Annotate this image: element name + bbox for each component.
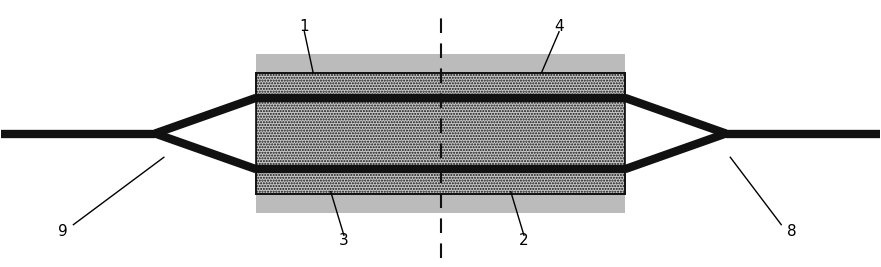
Text: 3: 3	[339, 233, 349, 248]
Text: 9: 9	[58, 224, 68, 239]
Polygon shape	[625, 98, 726, 169]
Polygon shape	[155, 98, 256, 169]
Bar	[256, 73, 625, 194]
Bar	[256, 172, 625, 213]
Bar	[256, 54, 625, 95]
Text: 4: 4	[554, 19, 564, 34]
Bar	[256, 100, 625, 167]
Text: 2: 2	[519, 233, 529, 248]
Text: 8: 8	[787, 224, 796, 239]
Text: 1: 1	[300, 19, 309, 34]
